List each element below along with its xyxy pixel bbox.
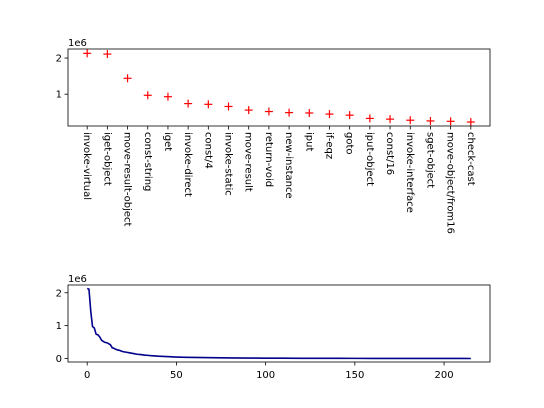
bottom-ytick-label: 1 [56,321,62,332]
category-label: new-instance [283,132,294,199]
data-point [163,92,172,101]
bottom-xtick-label: 50 [170,370,183,381]
category-label: const/16 [384,132,395,175]
data-point [123,74,132,83]
data-point [224,102,233,111]
data-point [285,108,294,117]
bottom-xtick-label: 200 [435,370,454,381]
data-point [143,91,152,100]
category-label: iput [303,132,314,151]
data-point [406,116,415,125]
category-label: iput-object [364,132,375,186]
bottom-subplot: 1e6 0 1 2 0 50 100 150 200 [56,274,491,381]
category-label: iget [162,132,173,151]
category-label: invoke-interface [404,132,415,213]
bottom-xtick-label: 150 [345,370,364,381]
category-label: const-string [142,132,153,191]
top-subplot: 1e6 1 2 invoke-virtual iget-object move-res… [56,38,491,234]
category-label: const/4 [202,132,213,169]
category-label: invoke-static [223,132,234,196]
bottom-ytick-label: 0 [56,354,62,365]
top-ytick-label: 2 [56,54,62,65]
data-point [184,99,193,108]
top-offset-label: 1e6 [68,38,87,49]
top-plot-frame [67,48,491,127]
category-label: iget-object [101,132,112,186]
category-label: invoke-virtual [81,132,92,200]
category-label: move-result-object [122,132,133,227]
category-label: if-eqz [323,132,334,159]
data-point [204,100,213,109]
category-label: goto [344,132,355,155]
data-point [345,111,354,120]
bottom-ytick-label: 2 [56,288,62,299]
data-point [426,116,435,125]
data-point [264,107,273,116]
category-label: return-void [263,132,274,187]
bottom-xtick-label: 100 [256,370,275,381]
category-label: move-result [243,132,254,192]
category-label: move-object/from16 [445,132,456,234]
data-point [386,115,395,124]
bottom-xtick-label: 0 [84,370,90,381]
data-point [103,50,112,59]
series-line [86,287,471,360]
bottom-plot-frame [67,284,491,363]
data-point [325,110,334,119]
top-ytick-label: 1 [56,90,62,101]
bottom-offset-label: 1e6 [68,274,87,285]
data-point [244,106,253,115]
data-point [365,114,374,123]
category-label: check-cast [465,132,476,186]
data-point [466,118,475,127]
category-label: invoke-direct [182,132,193,197]
data-point [446,117,455,126]
category-label: sget-object [424,132,435,188]
data-point [83,49,92,58]
data-point [305,108,314,117]
